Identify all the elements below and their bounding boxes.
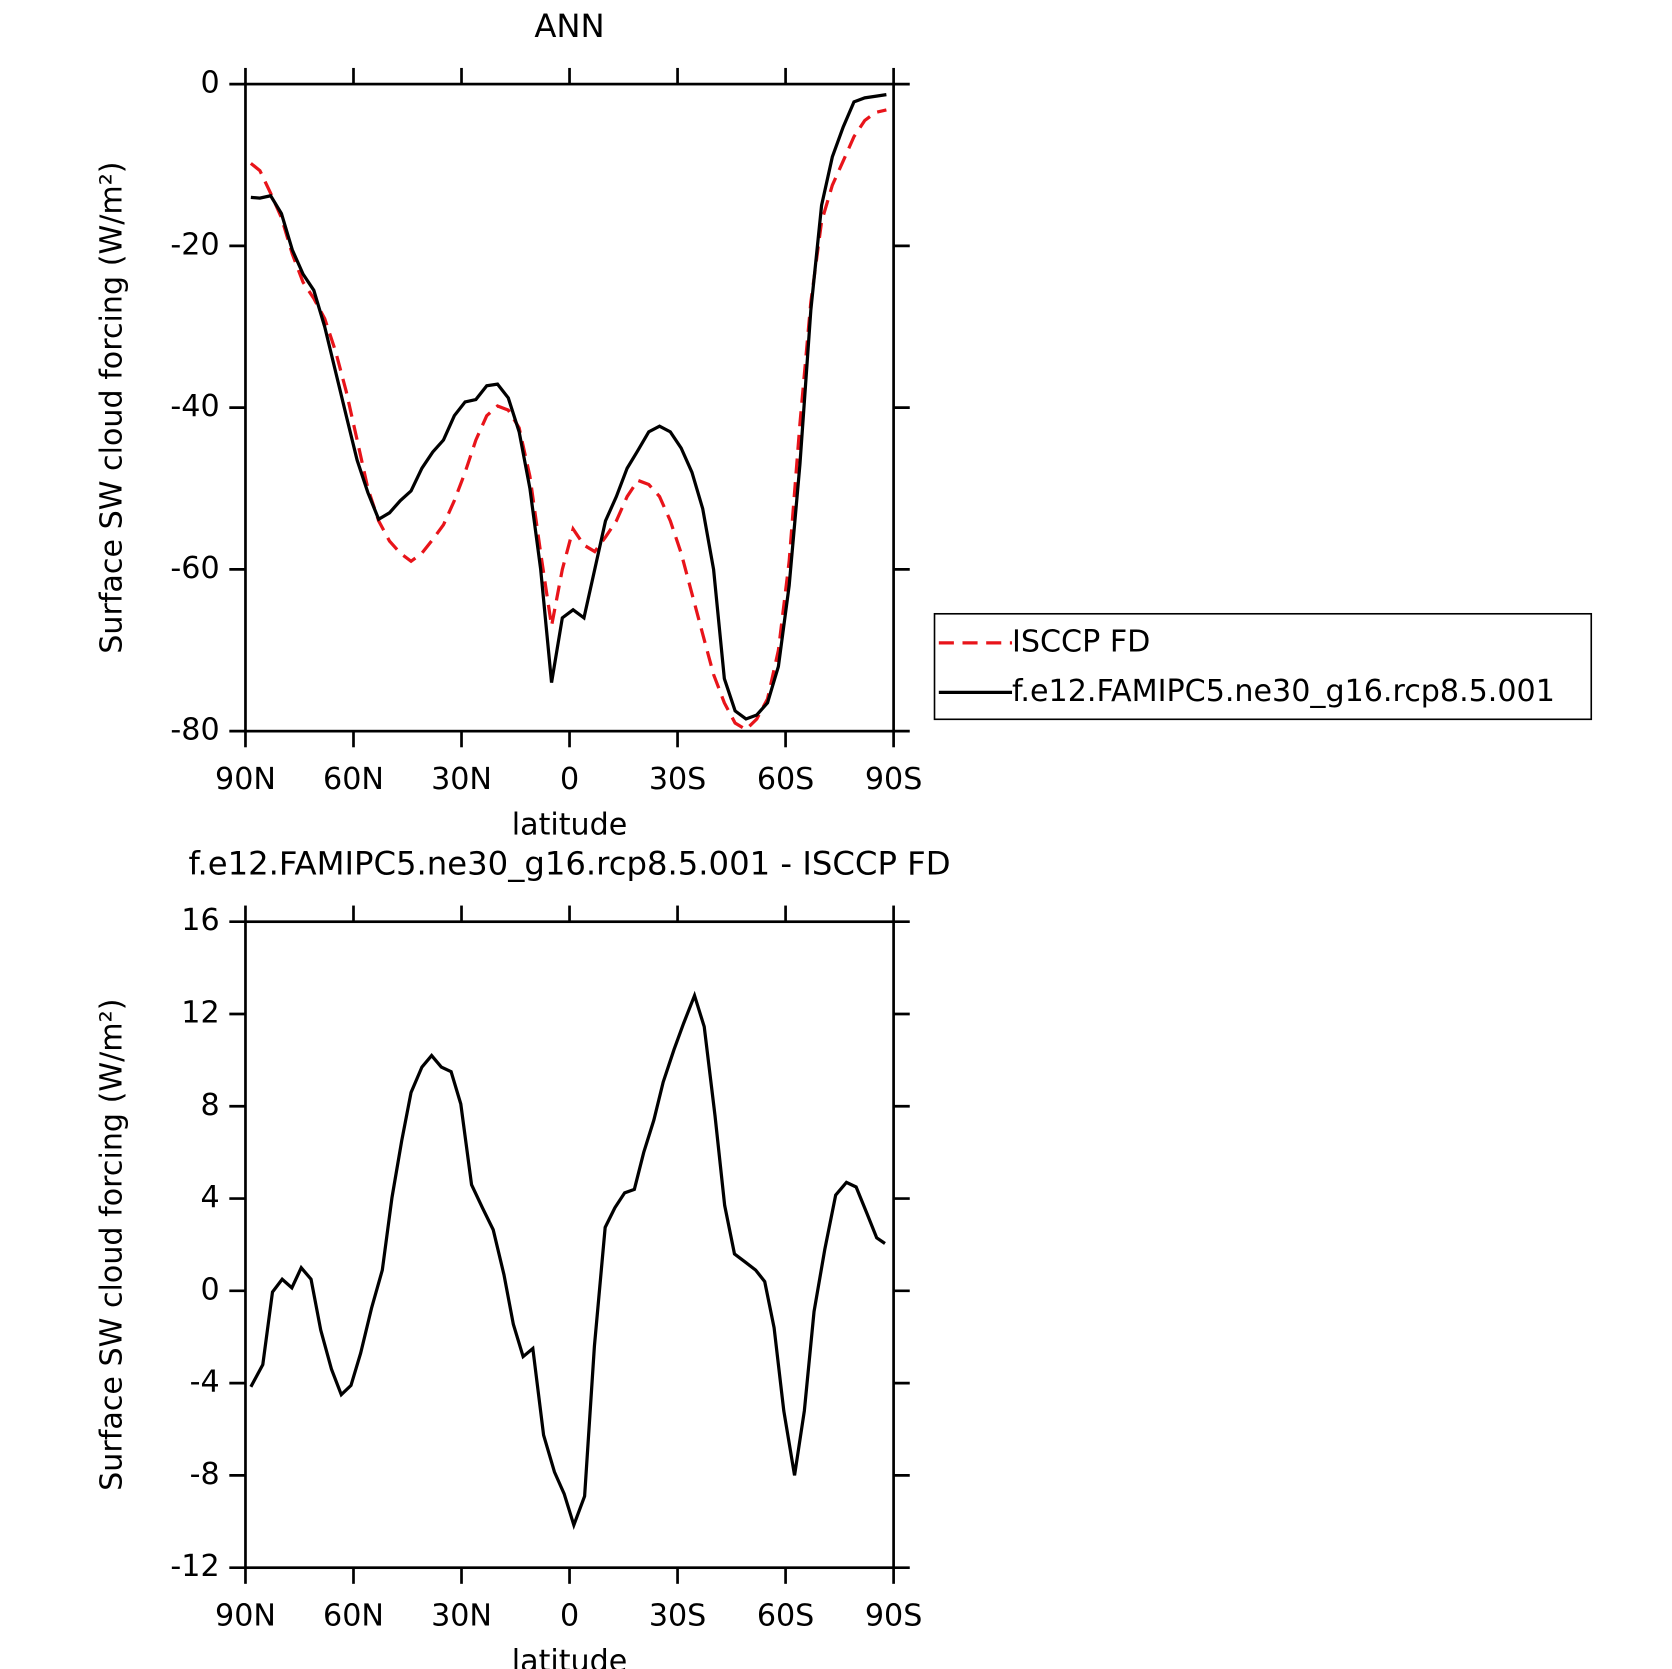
- x-tick-label: 90N: [215, 762, 276, 797]
- y-tick-label: -60: [170, 551, 219, 586]
- data-line: [249, 108, 887, 732]
- x-tick-label: 60S: [757, 1599, 814, 1634]
- x-axis-label: latitude: [512, 807, 628, 842]
- x-tick-label: 0: [560, 1599, 579, 1634]
- x-tick-label: 30N: [431, 762, 492, 797]
- x-tick-label: 60N: [323, 1599, 384, 1634]
- y-tick-label: 0: [200, 66, 219, 101]
- chart-title: f.e12.FAMIPC5.ne30_g16.rcp8.5.001 - ISCC…: [188, 845, 950, 883]
- y-axis-label: Surface SW cloud forcing (W/m²): [95, 999, 130, 1491]
- x-tick-label: 30S: [649, 1599, 706, 1634]
- x-tick-label: 0: [560, 762, 579, 797]
- legend-box: [933, 612, 1593, 721]
- y-tick-label: 8: [200, 1088, 219, 1123]
- legend-label: ISCCP FD: [1012, 624, 1150, 659]
- y-tick-label: -40: [170, 389, 219, 424]
- legend-label: f.e12.FAMIPC5.ne30_g16.rcp8.5.001: [1012, 674, 1555, 709]
- y-tick-label: -12: [170, 1549, 219, 1584]
- x-tick-label: 90N: [215, 1599, 276, 1634]
- x-tick-label: 30S: [649, 762, 706, 797]
- data-line: [249, 990, 886, 1531]
- y-tick-label: -4: [190, 1365, 220, 1400]
- x-tick-label: 90S: [865, 1599, 922, 1634]
- x-axis-label: latitude: [512, 1644, 628, 1669]
- y-tick-label: 0: [200, 1272, 219, 1307]
- y-tick-label: 4: [200, 1180, 219, 1215]
- chart-title: ANN: [534, 7, 604, 45]
- x-tick-label: 30N: [431, 1599, 492, 1634]
- y-axis-label: Surface SW cloud forcing (W/m²): [95, 161, 130, 653]
- x-tick-label: 60N: [323, 762, 384, 797]
- data-line: [250, 93, 887, 721]
- x-tick-label: 60S: [757, 762, 814, 797]
- y-tick-label: -80: [170, 713, 219, 748]
- y-tick-label: -20: [170, 227, 219, 262]
- y-tick-label: 12: [181, 995, 219, 1030]
- x-tick-label: 90S: [865, 762, 922, 797]
- y-tick-label: 16: [181, 903, 219, 938]
- y-tick-label: -8: [190, 1457, 220, 1492]
